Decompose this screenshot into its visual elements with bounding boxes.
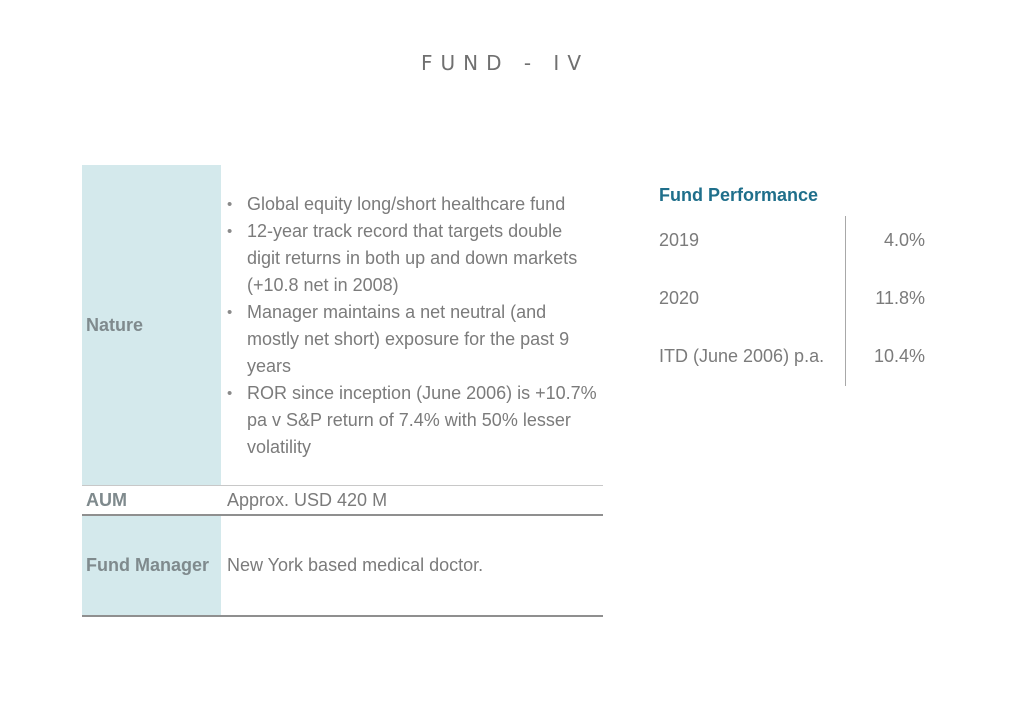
fund-manager-value: New York based medical doctor. bbox=[227, 555, 484, 575]
aum-value: Approx. USD 420 M bbox=[227, 489, 388, 510]
page-title: FUND - IV bbox=[420, 51, 589, 75]
performance-period: 2020 bbox=[659, 288, 700, 308]
performance-row: 2019 4.0% bbox=[659, 216, 939, 274]
nature-bullet: ROR since inception (June 2006) is +10.7… bbox=[227, 380, 597, 461]
performance-return: 11.8% bbox=[875, 288, 925, 308]
nature-bullet: Global equity long/short healthcare fund bbox=[227, 191, 597, 218]
fund-performance-panel: Fund Performance 2019 4.0% 2020 11.8% IT… bbox=[659, 181, 939, 390]
performance-period: 2019 bbox=[659, 230, 700, 250]
nature-bullet-list: Global equity long/short healthcare fund… bbox=[227, 189, 597, 461]
column-divider bbox=[845, 216, 846, 386]
fund-manager-label: Fund Manager bbox=[82, 516, 221, 615]
aum-label: AUM bbox=[82, 486, 221, 514]
table-row-fund-manager: Fund Manager New York based medical doct… bbox=[82, 516, 603, 617]
fund-performance-table: 2019 4.0% 2020 11.8% ITD (June 2006) p.a… bbox=[659, 216, 939, 390]
nature-label: Nature bbox=[82, 165, 221, 485]
performance-row: ITD (June 2006) p.a. 10.4% bbox=[659, 332, 939, 390]
performance-return: 10.4% bbox=[873, 346, 925, 366]
fund-info-table: Nature Global equity long/short healthca… bbox=[82, 165, 603, 617]
fund-performance-title: Fund Performance bbox=[659, 185, 819, 205]
table-row-nature: Nature Global equity long/short healthca… bbox=[82, 165, 603, 485]
performance-row: 2020 11.8% bbox=[659, 274, 939, 332]
table-row-aum: AUM Approx. USD 420 M bbox=[82, 485, 603, 516]
nature-value: Global equity long/short healthcare fund… bbox=[221, 165, 603, 485]
nature-bullet: Manager maintains a net neutral (and mos… bbox=[227, 299, 597, 380]
performance-return: 4.0% bbox=[883, 230, 925, 250]
nature-bullet: 12-year track record that targets double… bbox=[227, 218, 597, 299]
performance-period: ITD (June 2006) p.a. bbox=[659, 346, 825, 366]
